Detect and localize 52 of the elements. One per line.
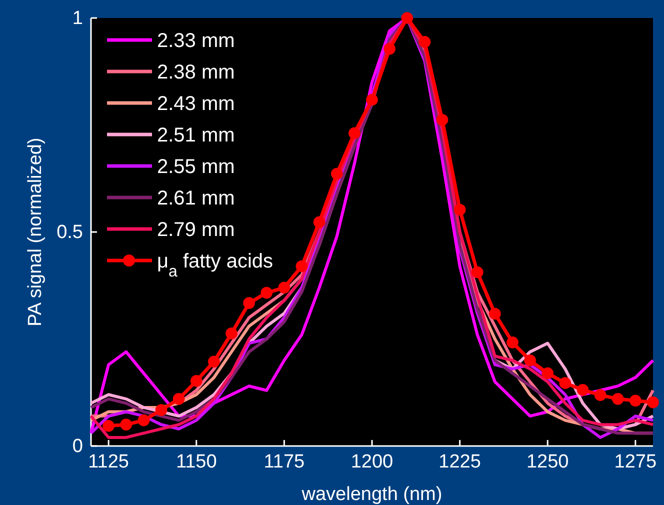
point — [454, 204, 466, 216]
legend-label: 2.51 mm — [157, 124, 235, 146]
point — [120, 418, 132, 431]
x-tick-label: 1200 — [350, 451, 394, 472]
point — [102, 420, 114, 432]
point — [630, 394, 642, 407]
point — [436, 114, 448, 126]
x-tick-label: 1275 — [614, 451, 657, 472]
point — [243, 297, 255, 309]
point — [489, 308, 501, 320]
point — [138, 414, 150, 426]
x-axis-title: wavelength (nm) — [300, 484, 442, 505]
x-tick-label: 1125 — [88, 451, 129, 472]
point — [418, 36, 431, 48]
x-tick-label: 1225 — [438, 451, 481, 472]
point — [559, 377, 572, 389]
x-tick-label: 1250 — [526, 451, 569, 472]
point — [278, 282, 290, 294]
y-axis-title: PA signal (normalized) — [25, 138, 46, 326]
point — [348, 127, 360, 140]
y-tick-label: 1 — [72, 8, 83, 30]
point — [296, 260, 308, 272]
point — [542, 367, 554, 380]
legend-label: 2.43 mm — [157, 93, 235, 115]
point — [647, 396, 659, 408]
x-tick-label: 1175 — [264, 451, 305, 472]
point — [313, 216, 326, 228]
x-tick-label: 1150 — [176, 451, 217, 472]
point — [172, 393, 185, 405]
point — [594, 389, 606, 401]
point — [226, 328, 238, 340]
point — [330, 168, 343, 180]
point — [366, 94, 378, 106]
point — [208, 356, 220, 368]
legend-label: 2.79 mm — [157, 219, 235, 241]
point — [155, 404, 168, 416]
legend-label: 2.55 mm — [157, 156, 235, 178]
point — [612, 393, 624, 405]
point — [506, 336, 518, 348]
point — [260, 286, 273, 299]
point — [576, 384, 589, 396]
legend-label: 2.33 mm — [157, 30, 235, 52]
point — [401, 12, 414, 24]
point — [524, 354, 536, 366]
legend-label: 2.61 mm — [157, 188, 235, 210]
point — [384, 42, 396, 55]
legend-label: μ$_{a}$ fatty acids — [157, 250, 274, 280]
legend-label: 2.38 mm — [157, 62, 235, 84]
y-tick-label: 0 — [72, 436, 83, 458]
y-tick-label: 0.5 — [56, 222, 83, 244]
point — [471, 266, 484, 278]
point — [190, 375, 202, 387]
